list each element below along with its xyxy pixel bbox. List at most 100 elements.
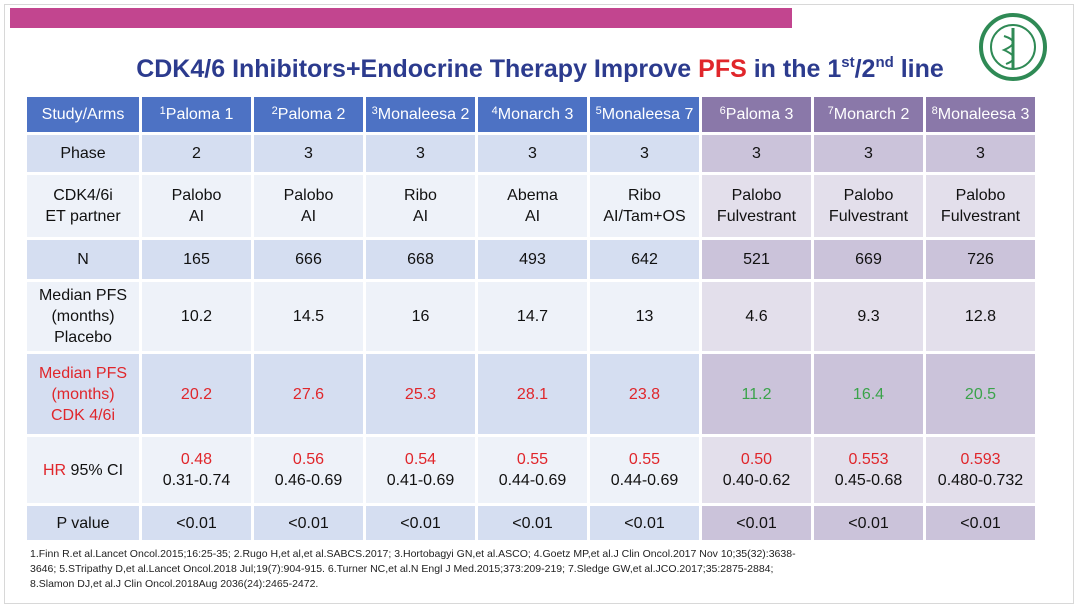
cell-line: <0.01 [288, 514, 329, 532]
title-part: /2 [854, 55, 876, 83]
cell-line: 165 [183, 251, 210, 268]
header-cell: 6Paloma 3 [702, 97, 811, 132]
header-text: Monaleesa 2 [377, 106, 470, 123]
label-line: CDK 4/6i [50, 406, 116, 424]
table-cell: 521 [702, 240, 811, 279]
label-line: P value [56, 514, 110, 532]
table-cell: <0.01 [814, 506, 923, 540]
header-cell: 7Monarch 2 [814, 97, 923, 132]
header-text: Monarch 3 [497, 106, 574, 123]
row-label: Median PFS (months) CDK 4/6i [27, 354, 139, 434]
table-cell: Palobo AI [254, 175, 363, 237]
cell-line: 25.3 [404, 385, 437, 403]
cell-line: 0.480-0.732 [937, 472, 1024, 489]
cell-line: 28.1 [516, 385, 549, 403]
cell-line: <0.01 [848, 514, 889, 532]
table-cell: 3 [814, 135, 923, 172]
label-part: HR [42, 461, 67, 479]
cell-line: 27.6 [292, 385, 325, 403]
cell-line: 10.2 [180, 308, 213, 325]
header-sup: 4 [491, 105, 498, 117]
cell-line: 666 [295, 251, 322, 268]
cell-line: 3 [304, 145, 313, 162]
table-cell: 27.6 [254, 354, 363, 434]
cell-line: 0.55 [628, 451, 661, 468]
header-sup: 7 [827, 105, 834, 117]
label-line: ET partner [45, 208, 121, 225]
header-line: 6Paloma 3 [720, 104, 794, 125]
cell-line: 669 [855, 251, 882, 268]
cell-line: Palobo [171, 187, 222, 204]
header-cell: 8Monaleesa 3 [926, 97, 1035, 132]
table-cell: <0.01 [142, 506, 251, 540]
table-cell: <0.01 [366, 506, 475, 540]
cell-line: AI [188, 208, 205, 225]
header-line: Study/Arms [42, 104, 125, 125]
cell-line: 642 [631, 251, 658, 268]
cell-line: Palobo [843, 187, 894, 204]
cell-line: <0.01 [960, 514, 1001, 532]
row-label: HR 95% CI [27, 437, 139, 503]
table-cell: <0.01 [926, 506, 1035, 540]
header-cell: 4Monarch 3 [478, 97, 587, 132]
footnote-line: 8.Slamon DJ,et al.J Clin Oncol.2018Aug 2… [30, 578, 319, 590]
table-cell: Palobo Fulvestrant [702, 175, 811, 237]
table-cell: 726 [926, 240, 1035, 279]
table-cell: Ribo AI [366, 175, 475, 237]
cell-line: 0.44-0.69 [610, 472, 679, 489]
header-sup: 5 [595, 105, 602, 117]
header-text: Study/Arms [41, 106, 125, 123]
cell-line: 9.3 [857, 308, 880, 325]
table-cell: Abema AI [478, 175, 587, 237]
cell-line: 16.4 [852, 385, 885, 403]
cell-line: 0.56 [292, 451, 325, 468]
table-cell: 23.8 [590, 354, 699, 434]
table-cell: 666 [254, 240, 363, 279]
cell-line: Palobo [731, 187, 782, 204]
cell-line: AI [300, 208, 317, 225]
cell-line: <0.01 [624, 514, 665, 532]
header-line: 2Paloma 2 [272, 104, 346, 125]
label-part: 95% CI [66, 461, 124, 479]
table-cell: 9.3 [814, 282, 923, 351]
row-label: Phase [27, 135, 139, 172]
cell-line: AI [524, 208, 541, 225]
table-cell: 16.4 [814, 354, 923, 434]
cell-line: <0.01 [176, 514, 217, 532]
cell-line: 14.7 [516, 308, 549, 325]
header-cell: 5Monaleesa 7 [590, 97, 699, 132]
table-cell: 165 [142, 240, 251, 279]
header-cell: 1Paloma 1 [142, 97, 251, 132]
table-cell: <0.01 [702, 506, 811, 540]
header-cell: Study/Arms [27, 97, 139, 132]
table-cell: 668 [366, 240, 475, 279]
table-cell: 0.48 0.31-0.74 [142, 437, 251, 503]
header-text: Monarch 2 [833, 106, 910, 123]
cell-line: 0.44-0.69 [498, 472, 567, 489]
table-cell: 642 [590, 240, 699, 279]
cell-line: 521 [743, 251, 770, 268]
table-cell: 0.56 0.46-0.69 [254, 437, 363, 503]
table: Study/Arms 1Paloma 1 2Paloma 2 3Monaleesa 2… [27, 97, 1035, 540]
cell-line: 0.41-0.69 [386, 472, 455, 489]
header-line: 4Monarch 3 [492, 104, 574, 125]
header-text: Paloma 3 [725, 106, 794, 123]
header-sup: 3 [371, 105, 378, 117]
table-cell: <0.01 [478, 506, 587, 540]
cell-line: 3 [416, 145, 425, 162]
table-cell: 0.50 0.40-0.62 [702, 437, 811, 503]
cell-line: 4.6 [745, 308, 768, 325]
table-cell: 4.6 [702, 282, 811, 351]
row-label: P value [27, 506, 139, 540]
cell-line: 14.5 [292, 308, 325, 325]
cell-line: Ribo [628, 187, 661, 204]
table-cell: 28.1 [478, 354, 587, 434]
cell-line: AI [412, 208, 429, 225]
footnote-line: 3646; 5.STripathy D,et al.Lancet Oncol.2… [30, 563, 774, 575]
table-cell: 493 [478, 240, 587, 279]
cell-line: 3 [976, 145, 985, 162]
table-cell: 20.5 [926, 354, 1035, 434]
header-sup: 8 [931, 105, 938, 117]
header-sup: 1 [159, 105, 166, 117]
label-line: CDK4/6i [53, 187, 113, 204]
